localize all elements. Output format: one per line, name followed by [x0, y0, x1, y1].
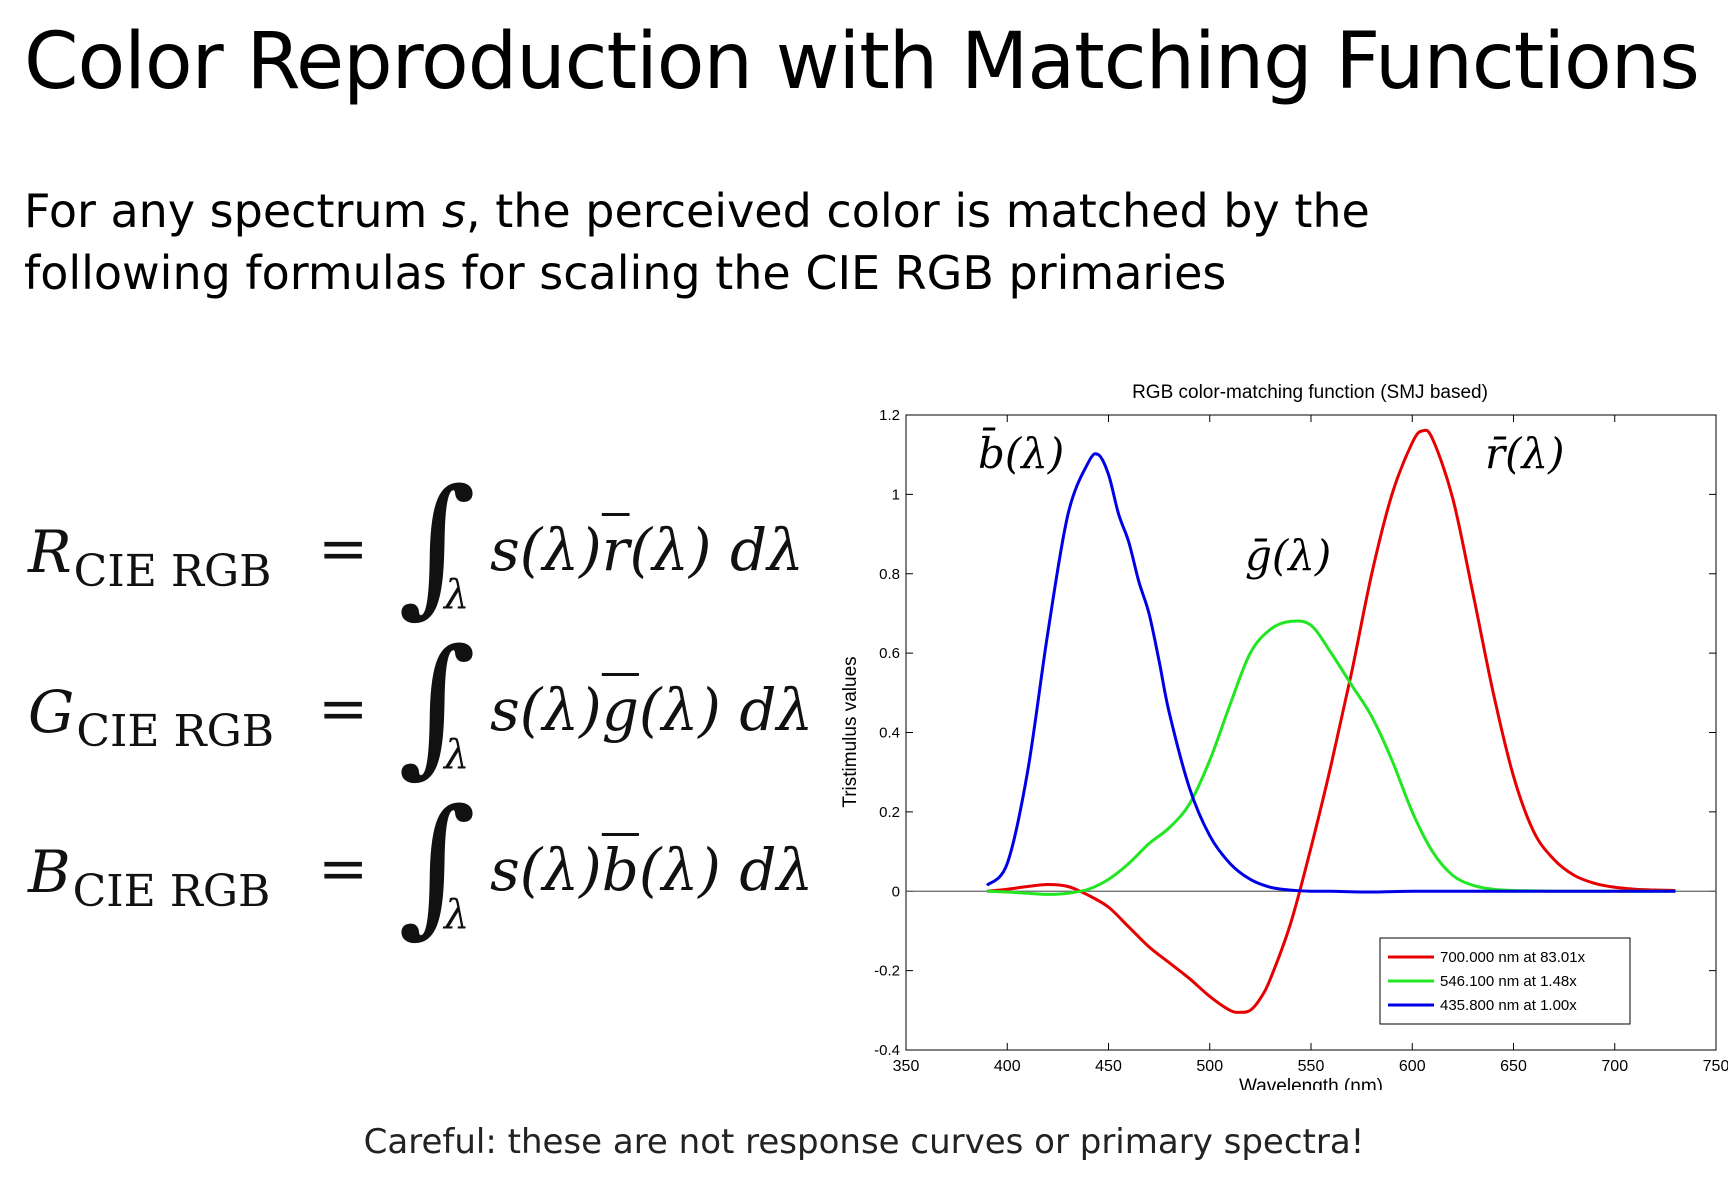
equation-rhs: s(λ)g(λ) dλ	[490, 676, 813, 744]
x-tick-label: 600	[1399, 1058, 1426, 1075]
chart-title: RGB color-matching function (SMJ based)	[1132, 382, 1488, 403]
rhs-differential: (λ) dλ	[638, 836, 814, 904]
legend: 700.000 nm at 83.01x 546.100 nm at 1.48x 4…	[1379, 937, 1631, 1025]
y-axis-label: Tristimulus values	[840, 656, 861, 807]
y-tick-label: -0.2	[874, 963, 900, 980]
y-tick-label: 0.2	[879, 804, 900, 821]
legend-entry-label: 435.800 nm at 1.00x	[1440, 997, 1577, 1014]
y-tick-label: 0.6	[879, 645, 900, 662]
y-tick-label: 0.4	[879, 725, 900, 742]
x-tick-label: 700	[1601, 1058, 1628, 1075]
equation-symbol: R	[28, 518, 72, 586]
subtitle-text-post: , the perceived color is matched by the …	[24, 184, 1370, 300]
rhs-differential: (λ) dλ	[638, 676, 814, 744]
equation-symbol: B	[28, 838, 71, 906]
y-tick-label: 1.2	[879, 407, 900, 424]
x-tick-label: 450	[1095, 1058, 1122, 1075]
rhs-matching-function: b	[601, 836, 639, 904]
b-bar-curve	[985, 452, 1676, 894]
y-tick-label: 0	[892, 883, 900, 900]
integral-sign: ∫	[398, 458, 477, 632]
curves-group	[985, 428, 1676, 1014]
rhs-spectrum: s(λ)	[490, 836, 602, 904]
integral-limit: λ	[444, 892, 470, 938]
x-axis-label: Wavelength (nm)	[1239, 1076, 1383, 1090]
integral-limit: λ	[444, 572, 470, 618]
legend-entry-label: 700.000 nm at 83.01x	[1440, 949, 1586, 966]
x-tick-label: 650	[1500, 1058, 1527, 1075]
r-bar-curve	[986, 428, 1676, 1014]
x-tick-label: 350	[893, 1058, 920, 1075]
integral-limit: λ	[444, 732, 470, 778]
x-tick-label: 750	[1703, 1058, 1728, 1075]
slide-title: Color Reproduction with Matching Functio…	[24, 17, 1700, 107]
equation-g: GCIE RGB = ∫ λ s(λ)g(λ) dλ	[28, 630, 818, 790]
equation-subscript: CIE RGB	[72, 866, 271, 917]
equals-sign: =	[318, 674, 369, 744]
equation-symbol: G	[28, 678, 75, 746]
annotation-r-bar: r̄(λ)	[1485, 429, 1564, 478]
equation-b: BCIE RGB = ∫ λ s(λ)b(λ) dλ	[28, 790, 818, 950]
slide-subtitle: For any spectrum s, the perceived color …	[24, 180, 1584, 304]
equation-r: RCIE RGB = ∫ λ s(λ)r(λ) dλ	[28, 470, 818, 630]
equation-rhs: s(λ)r(λ) dλ	[490, 516, 804, 584]
rhs-differential: (λ) dλ	[629, 516, 804, 584]
rhs-spectrum: s(λ)	[490, 676, 602, 744]
subtitle-symbol: s	[441, 184, 466, 238]
rhs-matching-function: r	[601, 516, 630, 584]
equation-rhs: s(λ)b(λ) dλ	[490, 836, 813, 904]
slide-footer-note: Careful: these are not response curves o…	[363, 1122, 1365, 1162]
equation-lhs: BCIE RGB	[28, 838, 270, 917]
integral-sign: ∫	[398, 618, 477, 792]
y-tick-label: 0.8	[879, 566, 900, 583]
equation-lhs: RCIE RGB	[28, 518, 271, 597]
legend-entry-label: 546.100 nm at 1.48x	[1440, 973, 1577, 990]
x-tick-label: 500	[1196, 1058, 1223, 1075]
subtitle-text-pre: For any spectrum	[24, 184, 442, 238]
equals-sign: =	[318, 834, 369, 904]
equation-lhs: GCIE RGB	[28, 678, 274, 757]
y-tick-label: -0.4	[874, 1042, 900, 1059]
equation-subscript: CIE RGB	[76, 706, 275, 757]
rhs-matching-function: g	[601, 676, 639, 744]
x-tick-label: 400	[994, 1058, 1021, 1075]
rhs-spectrum: s(λ)	[490, 516, 602, 584]
annotation-b-bar: b̄(λ)	[978, 426, 1064, 478]
y-tick-label: 1	[892, 486, 900, 503]
equation-subscript: CIE RGB	[73, 546, 272, 597]
equals-sign: =	[318, 514, 369, 584]
rgb-matching-chart: RGB color-matching function (SMJ based) …	[840, 382, 1728, 1090]
integral-sign: ∫	[398, 778, 477, 952]
x-tick-label: 550	[1298, 1058, 1325, 1075]
annotation-g-bar: ḡ(λ)	[1245, 531, 1331, 580]
